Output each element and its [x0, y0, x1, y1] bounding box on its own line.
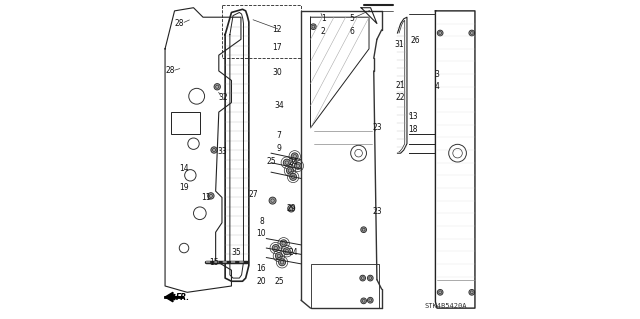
- Text: 13: 13: [408, 112, 418, 121]
- Circle shape: [437, 30, 443, 36]
- Circle shape: [284, 248, 291, 255]
- Circle shape: [360, 275, 365, 281]
- Polygon shape: [165, 292, 173, 302]
- Circle shape: [469, 289, 475, 295]
- Circle shape: [278, 259, 285, 266]
- Circle shape: [290, 174, 296, 180]
- Text: 20: 20: [257, 277, 266, 286]
- Text: 24: 24: [288, 158, 298, 167]
- Text: 34: 34: [274, 101, 284, 110]
- Bar: [172, 112, 200, 134]
- Text: 35: 35: [231, 248, 241, 257]
- Text: 25: 25: [266, 157, 276, 166]
- Text: 6: 6: [349, 27, 354, 36]
- Text: 16: 16: [257, 264, 266, 273]
- Text: 1: 1: [321, 14, 326, 23]
- Text: 15: 15: [209, 258, 219, 267]
- Circle shape: [287, 167, 293, 174]
- Circle shape: [367, 275, 373, 281]
- Circle shape: [208, 193, 214, 199]
- Circle shape: [269, 197, 276, 204]
- Text: 25: 25: [274, 277, 284, 286]
- Text: 22: 22: [396, 93, 405, 102]
- Text: 31: 31: [394, 40, 404, 48]
- Circle shape: [367, 297, 373, 303]
- Text: 4: 4: [435, 82, 440, 91]
- Circle shape: [437, 289, 443, 295]
- Text: 10: 10: [257, 229, 266, 238]
- Text: 24: 24: [288, 248, 298, 257]
- Circle shape: [275, 252, 282, 259]
- Text: FR.: FR.: [176, 293, 190, 301]
- Text: 9: 9: [276, 144, 282, 153]
- Text: 23: 23: [372, 207, 381, 216]
- Circle shape: [469, 30, 475, 36]
- Text: 28: 28: [166, 66, 175, 76]
- Text: 21: 21: [396, 81, 405, 90]
- Text: 19: 19: [179, 183, 189, 192]
- Text: 2: 2: [321, 27, 326, 36]
- Text: 11: 11: [202, 193, 211, 202]
- Circle shape: [294, 162, 301, 169]
- Text: 12: 12: [273, 25, 282, 34]
- Circle shape: [361, 227, 367, 233]
- Circle shape: [284, 159, 291, 166]
- Text: 5: 5: [349, 14, 354, 23]
- Text: 26: 26: [410, 36, 420, 45]
- Text: 7: 7: [276, 131, 282, 140]
- Text: 18: 18: [408, 125, 418, 134]
- Text: 17: 17: [273, 43, 282, 52]
- Text: 27: 27: [249, 190, 259, 199]
- Text: STK4B5420A: STK4B5420A: [424, 303, 467, 308]
- Circle shape: [288, 205, 294, 212]
- Circle shape: [361, 298, 367, 304]
- Circle shape: [280, 240, 287, 247]
- Text: 28: 28: [175, 19, 184, 28]
- Text: 30: 30: [273, 68, 282, 77]
- Bar: [310, 264, 378, 308]
- Circle shape: [214, 84, 220, 90]
- Text: 8: 8: [259, 217, 264, 226]
- Text: 29: 29: [287, 204, 296, 213]
- Text: 32: 32: [219, 93, 228, 102]
- Text: 23: 23: [372, 123, 381, 132]
- Circle shape: [291, 153, 298, 160]
- Text: 14: 14: [179, 165, 189, 174]
- Circle shape: [211, 147, 217, 153]
- Text: 3: 3: [435, 70, 440, 78]
- Text: 33: 33: [217, 147, 227, 156]
- Circle shape: [310, 24, 316, 30]
- Circle shape: [272, 245, 279, 251]
